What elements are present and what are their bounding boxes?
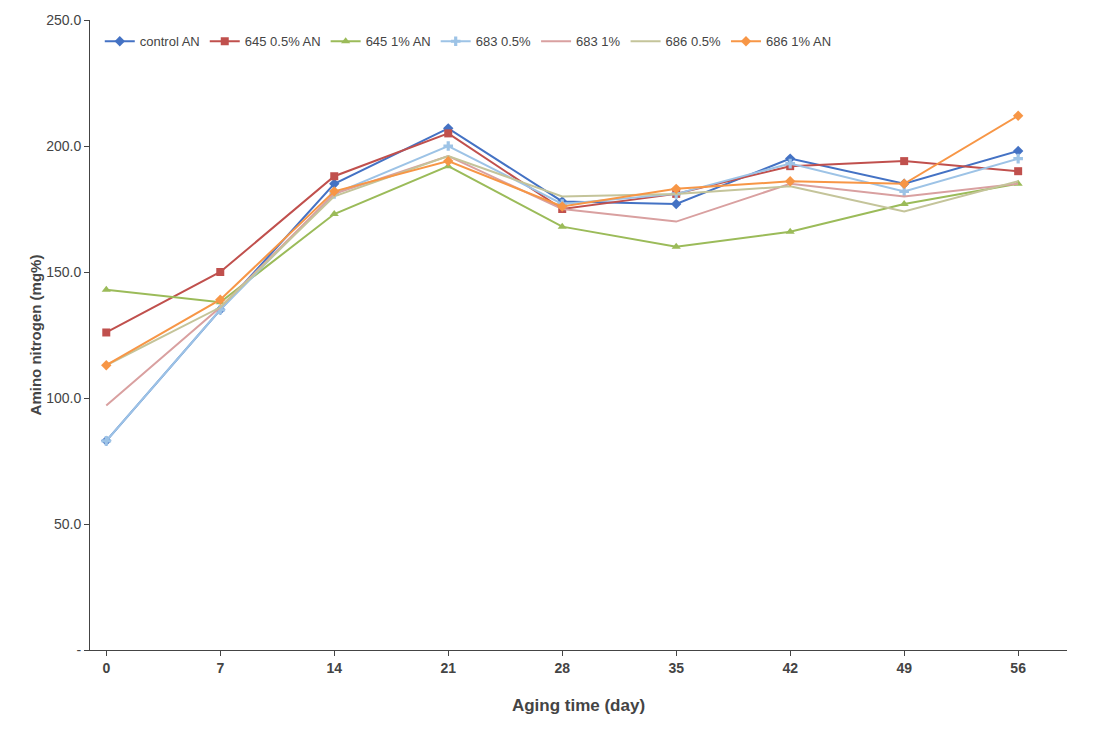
svg-text:42: 42 xyxy=(782,660,798,676)
svg-text:Amino nitrogen (mg%): Amino nitrogen (mg%) xyxy=(27,255,44,416)
svg-text:50.0: 50.0 xyxy=(54,516,81,532)
svg-text:250.0: 250.0 xyxy=(46,12,81,28)
svg-text:645 0.5% AN: 645 0.5% AN xyxy=(245,34,321,49)
svg-text:100.0: 100.0 xyxy=(46,390,81,406)
svg-text:686 0.5%: 686 0.5% xyxy=(666,34,721,49)
svg-text:683 1%: 683 1% xyxy=(576,34,621,49)
svg-text:49: 49 xyxy=(896,660,912,676)
svg-text:0: 0 xyxy=(102,660,110,676)
svg-text:150.0: 150.0 xyxy=(46,264,81,280)
svg-text:645 1% AN: 645 1% AN xyxy=(366,34,431,49)
svg-text:686 1% AN: 686 1% AN xyxy=(766,34,831,49)
svg-text:683 0.5%: 683 0.5% xyxy=(476,34,531,49)
svg-text:56: 56 xyxy=(1010,660,1026,676)
svg-text:14: 14 xyxy=(326,660,342,676)
svg-text:21: 21 xyxy=(440,660,456,676)
svg-text:35: 35 xyxy=(668,660,684,676)
svg-text:200.0: 200.0 xyxy=(46,138,81,154)
svg-text:7: 7 xyxy=(216,660,224,676)
svg-text:-: - xyxy=(77,642,82,658)
svg-text:Aging time (day): Aging time (day) xyxy=(512,696,645,715)
svg-text:28: 28 xyxy=(554,660,570,676)
svg-text:control AN: control AN xyxy=(140,34,200,49)
